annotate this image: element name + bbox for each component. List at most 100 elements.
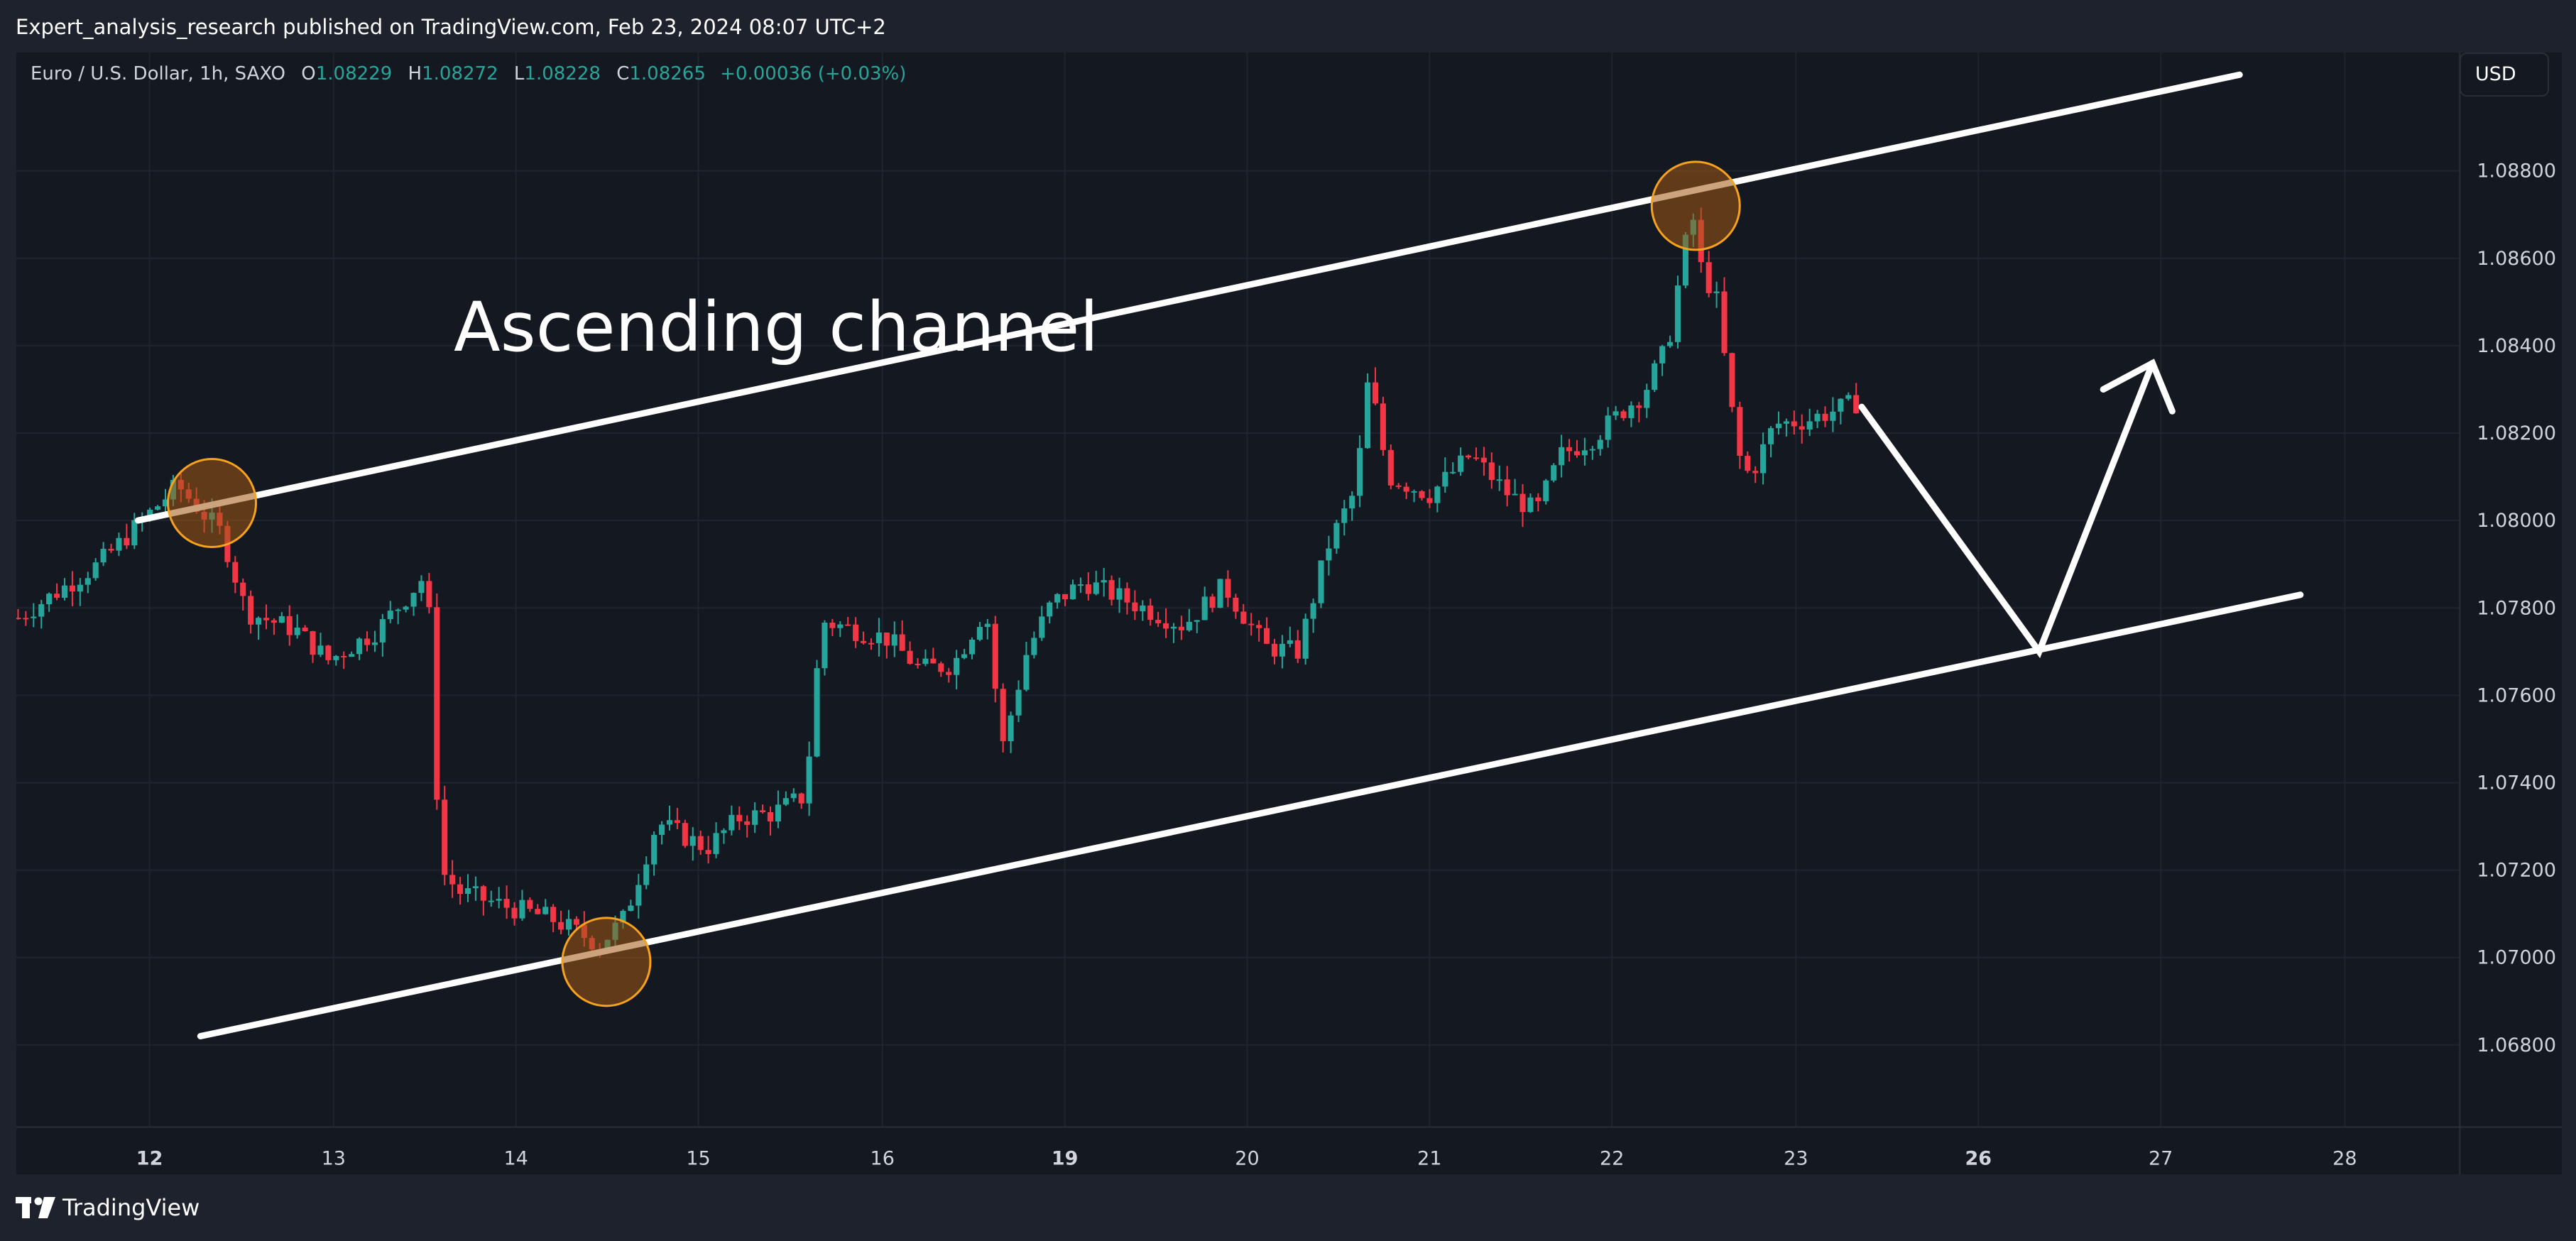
projection-path <box>1858 360 2156 659</box>
candle-body <box>1682 234 1688 286</box>
grid-lines <box>16 53 2460 1127</box>
candle-body <box>1341 508 1348 523</box>
candle-body <box>1450 471 1456 474</box>
candle-body <box>442 799 448 875</box>
candle-body <box>643 864 650 885</box>
candle-body <box>1705 262 1712 293</box>
time-tick-label: 26 <box>1965 1148 1992 1170</box>
projection-arrowhead <box>2100 359 2176 415</box>
candle-body <box>325 645 332 660</box>
candle-body <box>1775 423 1782 429</box>
candle-body <box>822 623 828 669</box>
candle-body <box>1426 498 1433 503</box>
candle-body <box>1132 602 1138 611</box>
symbol-name: Euro / U.S. Dollar, 1h, SAXO <box>31 63 286 84</box>
publisher-header: Expert_analysis_research published on Tr… <box>0 0 2576 54</box>
candle-body <box>1745 456 1751 471</box>
candle-body <box>721 830 727 833</box>
candle-body <box>542 907 549 914</box>
time-tick-label: 15 <box>686 1148 710 1170</box>
price-tick-label: 1.07600 <box>2477 684 2556 706</box>
candle-body <box>1652 363 1658 390</box>
candle-body <box>1387 449 1394 486</box>
candle-body <box>232 562 239 583</box>
candle-body <box>16 618 21 620</box>
candle-body <box>155 506 161 510</box>
candle-body <box>1264 628 1270 644</box>
currency-button[interactable]: USD <box>2460 53 2549 97</box>
candle-body <box>1054 594 1061 603</box>
time-tick-label: 22 <box>1600 1148 1624 1170</box>
time-tick-label: 12 <box>136 1148 163 1170</box>
candle-body <box>1077 584 1084 586</box>
candles <box>16 207 1860 958</box>
candle-body <box>782 798 789 805</box>
time-tick-label: 13 <box>322 1148 346 1170</box>
candle-body <box>1674 285 1681 342</box>
candle-body <box>1155 620 1162 623</box>
candle-body <box>954 657 960 675</box>
high-value: 1.08272 <box>422 63 498 84</box>
candle-body <box>371 642 378 645</box>
candle-body <box>333 655 339 660</box>
candle-body <box>511 907 518 919</box>
candle-body <box>1581 450 1588 456</box>
candle-body <box>77 584 83 592</box>
upper-channel-line <box>134 71 2243 524</box>
candle-body <box>1209 596 1216 608</box>
candle-body <box>108 549 114 551</box>
candle-body <box>434 607 440 800</box>
candle-body <box>1365 382 1371 449</box>
chart-area[interactable]: 1.06800 1.07000 1.07200 1.07400 1.07600 1.078… <box>16 53 2562 1174</box>
candle-body <box>899 634 905 651</box>
candle-body <box>426 581 432 608</box>
tradingview-brand-text: TradingView <box>62 1194 200 1221</box>
candle-body <box>1644 390 1650 408</box>
candle-body <box>54 594 60 598</box>
candle-body <box>1488 462 1495 481</box>
candle-body <box>1233 597 1239 612</box>
currency-label: USD <box>2475 63 2516 85</box>
price-tick-label: 1.06800 <box>2477 1034 2556 1056</box>
candle-body <box>1814 413 1821 422</box>
candle-body <box>92 562 99 579</box>
price-tick-label: 1.08400 <box>2477 335 2556 357</box>
candle-body <box>464 888 471 895</box>
candle-body <box>907 650 913 664</box>
candle-body <box>1822 413 1828 421</box>
candle-body <box>705 850 711 854</box>
candle-body <box>310 631 316 655</box>
candle-body <box>946 672 952 675</box>
candle-body <box>1240 611 1247 624</box>
candle-body <box>790 793 797 799</box>
candle-body <box>1349 496 1355 509</box>
candle-body <box>1318 560 1324 603</box>
candle-body <box>395 609 401 611</box>
candle-body <box>651 834 657 865</box>
candle-body <box>1108 580 1115 600</box>
candle-body <box>760 810 766 812</box>
price-chart[interactable]: 1.06800 1.07000 1.07200 1.07400 1.07600 1.078… <box>16 53 2562 1174</box>
price-tick-label: 1.08600 <box>2477 248 2556 270</box>
candle-body <box>248 596 254 625</box>
candle-body <box>1620 411 1627 418</box>
candle-body <box>349 654 355 657</box>
candle-body <box>1434 486 1441 503</box>
candle-body <box>1566 447 1573 452</box>
candle-body <box>1287 640 1293 644</box>
axes: 1.06800 1.07000 1.07200 1.07400 1.07600 1.078… <box>16 53 2562 1174</box>
candle-body <box>728 814 735 831</box>
candle-body <box>674 820 680 824</box>
candle-body <box>1147 605 1154 620</box>
candle-body <box>1403 486 1409 492</box>
candle-body <box>682 823 688 846</box>
candle-body <box>1512 493 1518 496</box>
candle-body <box>1589 449 1595 451</box>
candle-body <box>1069 584 1076 600</box>
candle-body <box>938 663 944 672</box>
time-tick-label: 19 <box>1052 1148 1079 1170</box>
candle-body <box>1419 491 1425 498</box>
tradingview-brand[interactable]: TradingView <box>16 1193 200 1223</box>
candle-body <box>744 821 751 825</box>
candle-body <box>278 616 285 623</box>
